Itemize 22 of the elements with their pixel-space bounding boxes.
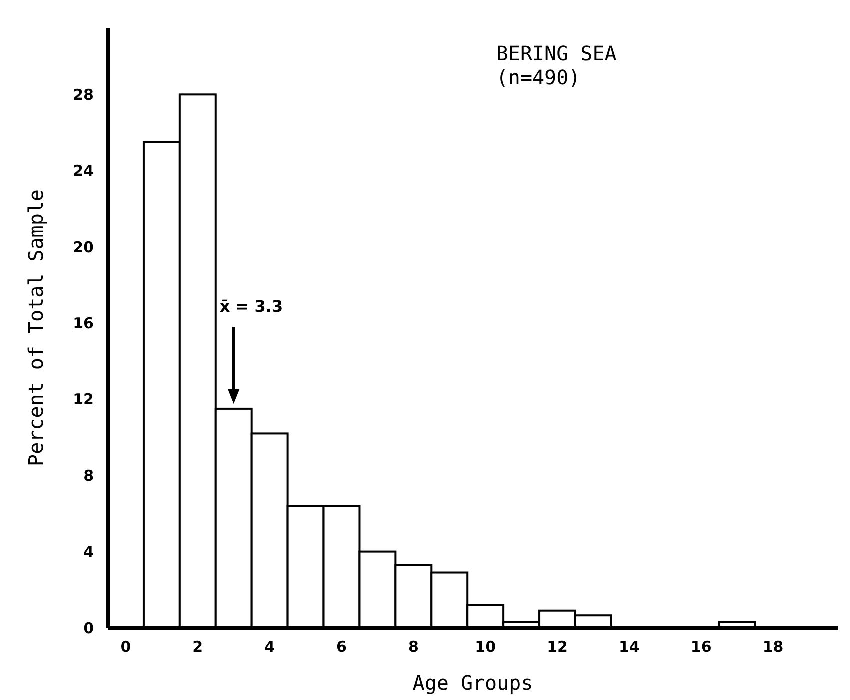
x-tick-label: 14 — [618, 638, 640, 656]
x-tick-label: 18 — [762, 638, 784, 656]
x-tick-label: 10 — [475, 638, 496, 656]
x-tick-label: 2 — [192, 638, 204, 656]
annotation: BERING SEA (n=490) — [496, 41, 617, 90]
x-axis-title: Age Groups — [412, 671, 534, 695]
x-tick-label: 6 — [336, 638, 347, 656]
y-tick-label: 16 — [73, 314, 94, 332]
y-tick-label: 20 — [73, 238, 94, 256]
x-tick-label: 8 — [408, 638, 419, 656]
x-tick-label: 16 — [690, 638, 712, 656]
y-tick-label: 28 — [73, 86, 94, 104]
y-tick-label: 0 — [84, 619, 94, 638]
y-tick-label: 8 — [84, 466, 94, 485]
x-tick-label: 0 — [120, 638, 132, 656]
x-tick-label: 4 — [264, 638, 276, 656]
y-tick-label: 24 — [73, 162, 94, 180]
x-tick-label: 12 — [547, 638, 568, 656]
y-tick-label: 12 — [73, 390, 94, 409]
annotation: x̄ = 3.3 — [220, 297, 284, 316]
y-axis-title: Percent of Total Sample — [24, 190, 48, 466]
y-tick-label: 4 — [84, 543, 94, 562]
